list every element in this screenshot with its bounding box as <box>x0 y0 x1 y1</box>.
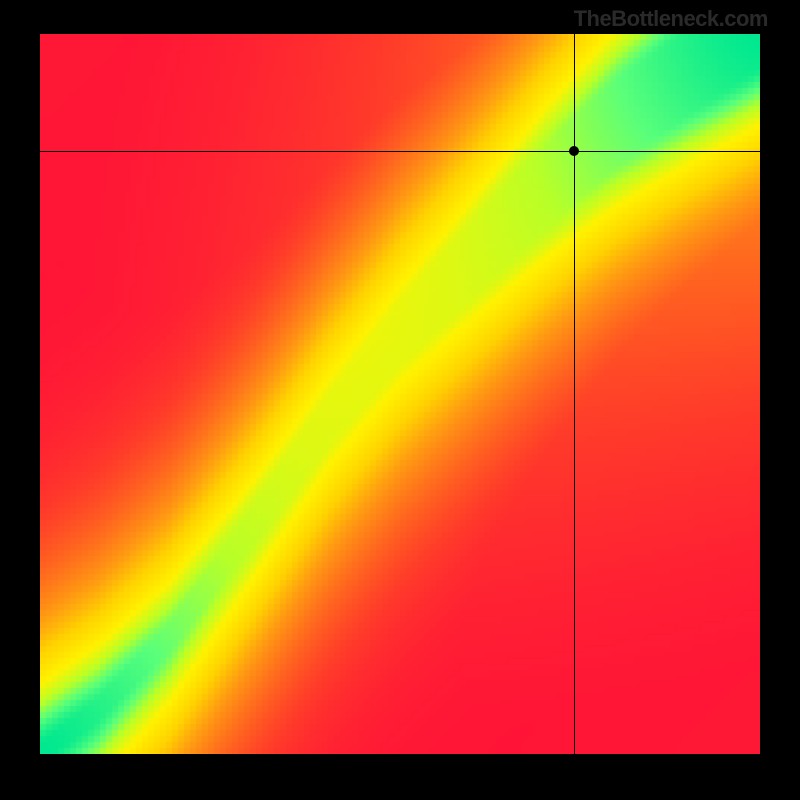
crosshair-horizontal <box>40 151 760 152</box>
crosshair-vertical <box>574 34 575 754</box>
selection-marker <box>569 146 579 156</box>
chart-container: { "watermark": "TheBottleneck.com", "plo… <box>0 0 800 800</box>
watermark-text: TheBottleneck.com <box>574 6 768 32</box>
bottleneck-heatmap <box>40 34 760 754</box>
